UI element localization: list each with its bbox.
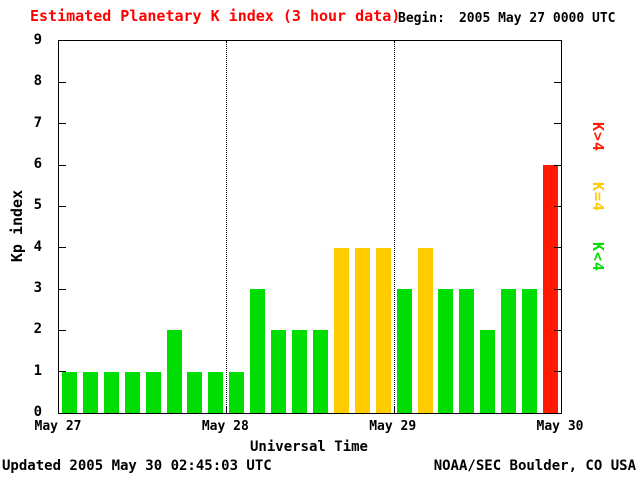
kp-bar xyxy=(333,247,349,413)
axis-tick xyxy=(554,164,561,166)
x-tick-label: May 30 xyxy=(536,419,584,434)
axis-tick xyxy=(226,406,228,413)
y-tick-label: 5 xyxy=(33,197,42,214)
y-tick-label: 6 xyxy=(33,156,42,172)
begin-timestamp: Begin: 2005 May 27 0000 UTC xyxy=(398,11,616,26)
kp-bar xyxy=(480,330,496,413)
kp-bar xyxy=(229,371,245,413)
legend: K>4 K=4 K<4 xyxy=(589,122,607,272)
kp-bar xyxy=(166,330,182,413)
updated-timestamp: Updated 2005 May 30 02:45:03 UTC xyxy=(2,458,272,474)
legend-item: K=4 xyxy=(589,182,607,213)
begin-label: Begin: xyxy=(398,11,445,26)
kp-bar xyxy=(124,371,140,413)
day-gridline xyxy=(393,41,395,413)
x-tick-label: May 28 xyxy=(201,419,249,434)
axis-tick xyxy=(554,123,561,125)
axis-tick xyxy=(393,406,395,413)
kp-bar xyxy=(103,371,119,413)
kp-bar xyxy=(438,289,454,413)
kp-bar xyxy=(145,371,161,413)
y-tick-label: 4 xyxy=(33,238,42,255)
kp-bar xyxy=(250,289,266,413)
axis-tick xyxy=(554,371,561,373)
legend-item: K<4 xyxy=(589,242,607,273)
plot-area xyxy=(58,40,562,414)
axis-tick xyxy=(59,81,66,83)
x-tick-label: May 29 xyxy=(369,419,417,434)
kp-bar xyxy=(82,371,98,413)
source-attribution: NOAA/SEC Boulder, CO USA xyxy=(433,458,636,474)
axis-tick xyxy=(554,329,561,331)
axis-tick xyxy=(554,247,561,249)
x-axis-tick-labels: May 27 May 28 May 29 May 30 xyxy=(0,419,640,437)
day-gridline xyxy=(226,41,228,413)
y-tick-label: 9 xyxy=(33,32,42,48)
y-tick-label: 8 xyxy=(33,73,42,90)
legend-item: K>4 xyxy=(589,122,607,153)
axis-tick xyxy=(59,371,66,373)
kp-bar xyxy=(543,165,559,413)
kp-bar xyxy=(208,371,224,413)
axis-tick xyxy=(59,247,66,249)
kp-bar xyxy=(396,289,412,413)
kp-bar xyxy=(61,371,77,413)
axis-tick xyxy=(59,123,66,125)
kp-bar xyxy=(292,330,308,413)
kp-bar xyxy=(354,247,370,413)
kp-bar xyxy=(459,289,475,413)
axis-tick xyxy=(554,288,561,290)
kp-bar xyxy=(312,330,328,413)
y-tick-label: 0 xyxy=(33,404,42,420)
kp-bar xyxy=(375,247,391,413)
kp-bar xyxy=(501,289,517,413)
chart-title: Estimated Planetary K index (3 hour data… xyxy=(30,7,401,25)
y-tick-label: 1 xyxy=(33,362,42,379)
x-tick-label: May 27 xyxy=(34,419,82,434)
axis-tick xyxy=(554,205,561,207)
y-tick-label: 3 xyxy=(33,280,42,296)
x-axis-label: Universal Time xyxy=(249,439,368,455)
y-axis-tick-labels: 0 1 2 3 4 5 6 7 8 9 xyxy=(0,32,52,420)
kp-bar xyxy=(187,371,203,413)
axis-tick xyxy=(59,205,66,207)
axis-tick xyxy=(59,329,66,331)
y-tick-label: 2 xyxy=(33,321,42,338)
kp-bar xyxy=(417,247,433,413)
axis-tick xyxy=(554,81,561,83)
kp-bar xyxy=(522,289,538,413)
begin-value: 2005 May 27 0000 UTC xyxy=(458,11,616,26)
axis-tick xyxy=(59,288,66,290)
kp-bar xyxy=(271,330,287,413)
y-tick-label: 7 xyxy=(33,114,42,131)
axis-tick xyxy=(59,164,66,166)
